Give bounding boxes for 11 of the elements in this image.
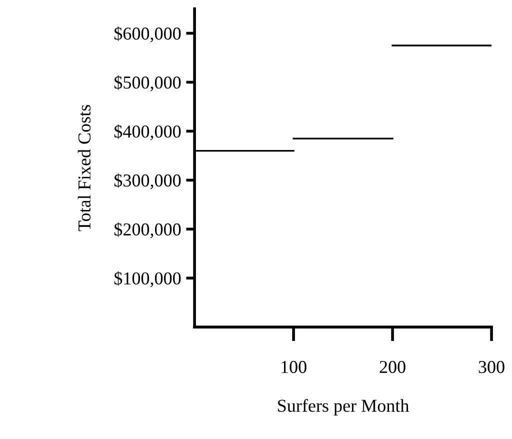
y-tick-label: $400,000: [114, 124, 181, 140]
x-tick-label: 100: [282, 360, 306, 374]
y-tick-label: $500,000: [114, 75, 181, 92]
y-tick-label: $300,000: [114, 173, 181, 190]
y-tick-label: $600,000: [114, 26, 181, 42]
x-tick-label: 200: [380, 360, 406, 374]
y-axis-title: Total Fixed Costs: [78, 105, 91, 232]
y-tick-label: $100,000: [114, 271, 181, 288]
x-axis-title: Surfers per Month: [278, 398, 409, 416]
y-tick-label: $200,000: [114, 222, 181, 238]
x-tick-label: 300: [478, 360, 504, 374]
